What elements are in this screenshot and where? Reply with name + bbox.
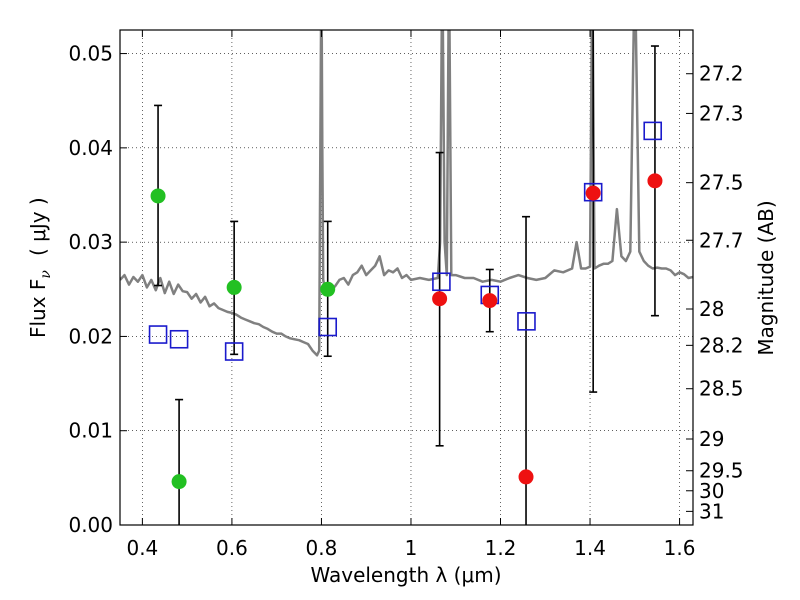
right-tick-label: 28 <box>699 297 724 321</box>
right-tick-label: 29 <box>699 427 724 451</box>
x-tick-label: 1.6 <box>664 536 696 560</box>
model-point-marker <box>643 121 663 141</box>
right-tick-label: 28.2 <box>699 333 744 357</box>
grid <box>120 30 693 526</box>
data-point-marker <box>226 279 242 295</box>
y-tick-label: 0.02 <box>68 324 113 348</box>
spectrum-line <box>120 30 693 357</box>
x-tick-label: 0.8 <box>306 536 338 560</box>
y-tick-label: 0.03 <box>68 230 113 254</box>
right-tick-label: 27.7 <box>699 228 744 252</box>
y-axis-label: Flux Fν ( μJy ) <box>26 197 54 338</box>
model-point-marker <box>517 312 536 331</box>
y-axis-label-main: Flux F <box>26 279 50 338</box>
x-axis-label: Wavelength λ (μm) <box>310 563 501 587</box>
spectrum-layer <box>120 30 693 357</box>
ticks <box>120 30 693 526</box>
model-point-marker <box>169 329 189 349</box>
model-point-marker <box>583 182 603 202</box>
tick-labels: 0.4 0.6 0.8 1 1.2 1.4 1.6 0.00 0.01 0.02 0.03 0.04 0… <box>68 42 743 560</box>
plot-frame <box>119 29 694 526</box>
y-axis-label-unit: ( μJy ) <box>26 197 50 256</box>
model-point-marker <box>318 317 338 337</box>
right-tick-label: 27.3 <box>699 101 744 125</box>
right-tick-label: 27.2 <box>699 62 744 86</box>
data-point-marker <box>585 185 601 201</box>
x-tick-label: 1.2 <box>485 536 517 560</box>
y-tick-label: 0.00 <box>68 513 113 537</box>
errorbar-layer <box>154 30 659 525</box>
y-axis-label-sub: ν <box>38 270 54 279</box>
model-point-marker <box>224 342 244 361</box>
x-tick-label: 1 <box>405 536 418 560</box>
data-point-marker <box>320 281 336 297</box>
right-tick-label: 31 <box>699 499 724 523</box>
x-tick-label: 1.4 <box>574 536 606 560</box>
y-tick-label: 0.04 <box>68 136 113 160</box>
model-point-marker <box>148 325 168 344</box>
right-tick-label: 27.5 <box>699 171 744 195</box>
y-tick-label: 0.05 <box>68 42 113 66</box>
data-point-marker <box>171 474 187 490</box>
model-point-marker <box>432 272 451 292</box>
right-tick-label: 29.5 <box>699 459 744 483</box>
data-point-marker <box>518 469 534 485</box>
x-tick-label: 0.4 <box>126 536 158 560</box>
right-tick-label: 28.5 <box>699 377 744 401</box>
data-point-marker <box>150 188 166 204</box>
data-point-marker <box>647 173 663 189</box>
y-tick-label: 0.01 <box>68 419 113 443</box>
marker-layer <box>148 121 663 490</box>
data-point-marker <box>432 291 448 307</box>
x-tick-label: 0.6 <box>216 536 248 560</box>
right-axis-label: Magnitude (AB) <box>754 200 778 355</box>
data-point-marker <box>482 293 498 309</box>
right-tick-label: 30 <box>699 479 724 503</box>
